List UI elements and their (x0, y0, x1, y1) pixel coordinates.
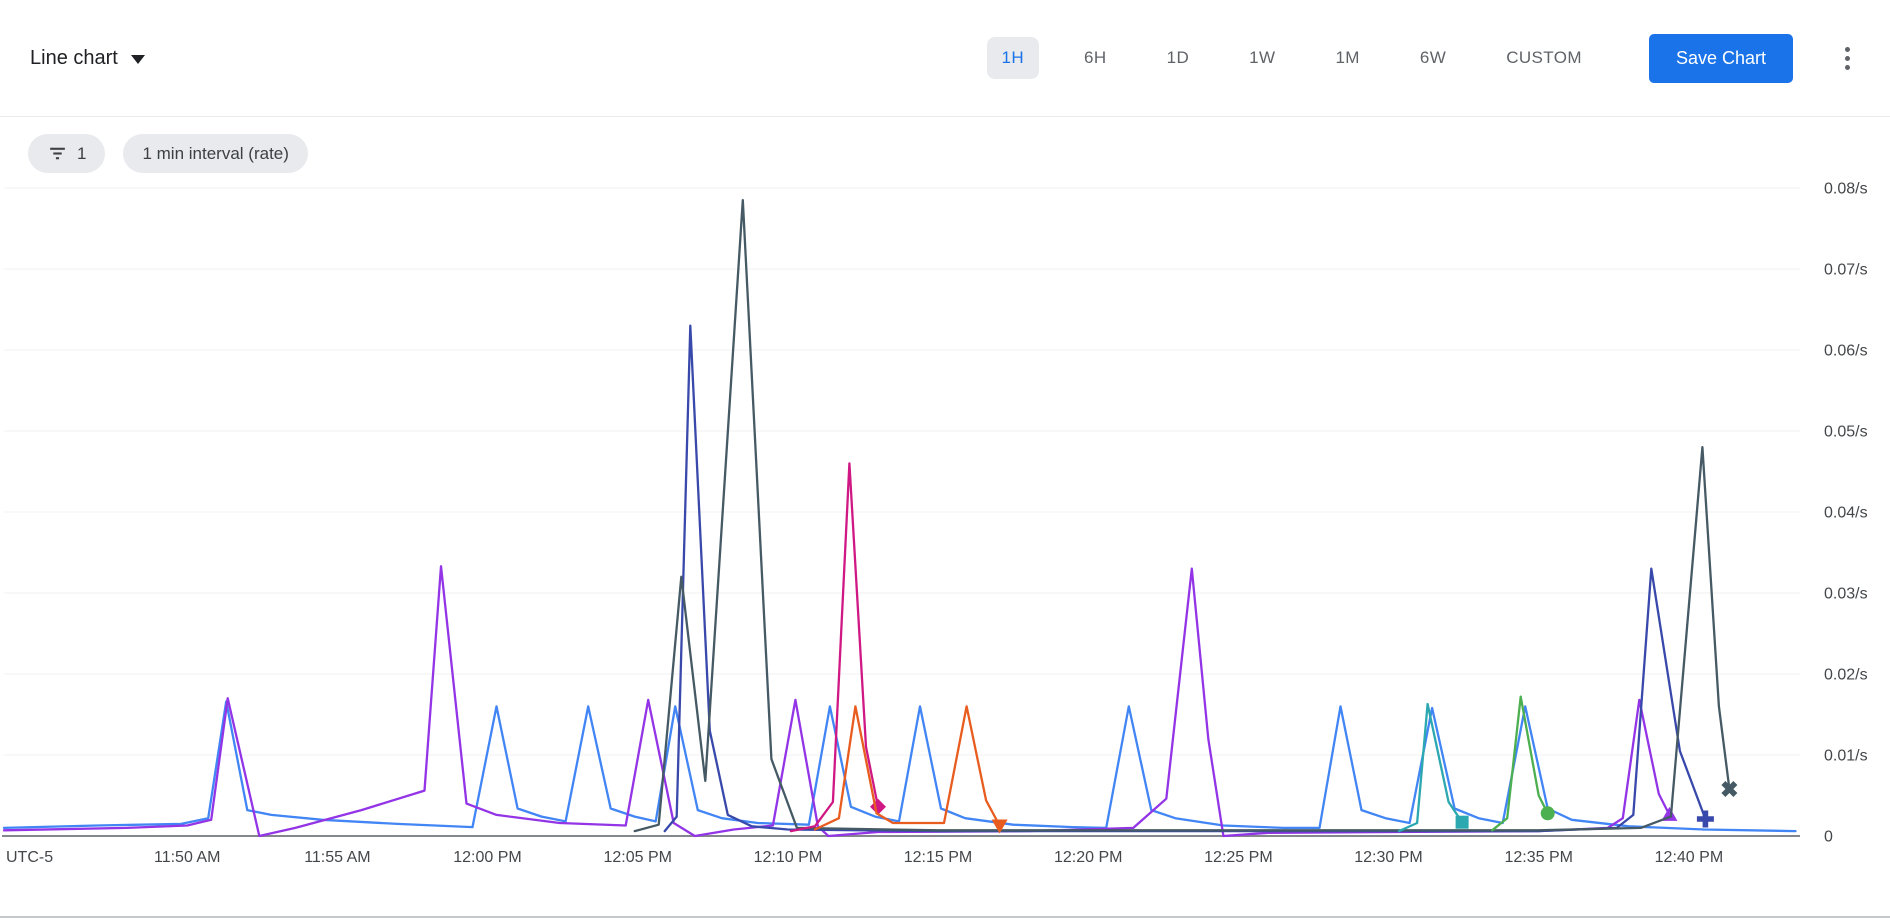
time-range-group: 1H 6H 1D 1W 1M 6W CUSTOM (986, 37, 1597, 79)
x-axis-label: 12:25 PM (1204, 849, 1272, 866)
filter-chips-row: 1 1 min interval (rate) (0, 117, 1890, 173)
y-axis-label: 0.01/s (1824, 748, 1868, 765)
filter-icon (50, 147, 65, 160)
series-indigo-line[interactable] (663, 324, 1707, 833)
save-chart-button[interactable]: Save Chart (1648, 33, 1793, 83)
time-range-6w[interactable]: 6W (1405, 37, 1461, 79)
x-axis-label: 12:40 PM (1655, 849, 1723, 866)
chart-canvas[interactable]: 0 0.01/s 0.02/s 0.03/s 0.04/s 0.05/s 0.06/s 0.0… (0, 173, 1890, 916)
time-range-6h[interactable]: 6H (1069, 37, 1122, 79)
more-options-icon[interactable] (1839, 39, 1856, 78)
series-teal-line[interactable] (1397, 702, 1464, 833)
filter-count: 1 (77, 143, 87, 163)
y-axis-label: 0.05/s (1824, 424, 1868, 441)
time-range-custom[interactable]: CUSTOM (1491, 37, 1597, 79)
series-green-end-marker[interactable] (1540, 806, 1555, 821)
interval-chip[interactable]: 1 min interval (rate) (123, 134, 308, 173)
y-axis-label: 0.04/s (1824, 505, 1868, 522)
series-slate-end-marker[interactable] (1717, 777, 1741, 801)
x-axis-label: 12:15 PM (904, 849, 972, 866)
x-axis-label: 12:00 PM (453, 849, 521, 866)
series-purple-end-marker[interactable] (1661, 806, 1678, 821)
toolbar-actions: 1H 6H 1D 1W 1M 6W CUSTOM Save Chart (986, 33, 1857, 83)
time-range-1m[interactable]: 1M (1320, 37, 1374, 79)
series-blue-line[interactable] (2, 700, 1797, 833)
y-axis-label: 0.03/s (1824, 586, 1868, 603)
x-axis-timezone-label: UTC-5 (6, 849, 53, 866)
y-axis-label: 0.07/s (1824, 262, 1868, 279)
series-orange-line[interactable] (813, 705, 1001, 831)
x-axis-label: 12:35 PM (1504, 849, 1572, 866)
filter-chip[interactable]: 1 (28, 134, 106, 173)
chart-type-label: Line chart (30, 46, 118, 69)
time-range-1d[interactable]: 1D (1152, 37, 1205, 79)
series-orange-end-marker[interactable] (991, 819, 1008, 834)
x-axis-label: 12:05 PM (603, 849, 671, 866)
x-axis-label: 12:20 PM (1054, 849, 1122, 866)
x-axis-label: 12:30 PM (1354, 849, 1422, 866)
series-magenta-end-marker[interactable] (870, 798, 886, 815)
y-axis-label: 0.06/s (1824, 343, 1868, 360)
chart-type-dropdown[interactable]: Line chart (30, 47, 145, 70)
series-indigo-end-marker[interactable] (1696, 810, 1714, 828)
y-axis-label: 0.02/s (1824, 667, 1868, 684)
series-slate-line[interactable] (633, 198, 1731, 833)
chart-area: 0 0.01/s 0.02/s 0.03/s 0.04/s 0.05/s 0.06/s 0.0… (0, 173, 1890, 916)
y-axis-label: 0 (1824, 829, 1833, 846)
interval-chip-label: 1 min interval (rate) (142, 143, 289, 163)
chart-toolbar: Line chart 1H 6H 1D 1W 1M 6W CUSTOM Save Chart (0, 0, 1890, 117)
time-range-1h[interactable]: 1H (986, 37, 1040, 79)
chevron-down-icon (130, 55, 145, 64)
series-teal-end-marker[interactable] (1455, 815, 1469, 829)
y-axis-label: 0.08/s (1824, 181, 1868, 198)
x-axis-label: 11:50 AM (154, 849, 220, 866)
series-magenta-line[interactable] (789, 462, 880, 833)
series-green-line[interactable] (1491, 695, 1549, 832)
time-range-1w[interactable]: 1W (1234, 37, 1290, 79)
x-axis-label: 11:55 AM (304, 849, 370, 866)
x-axis-label: 12:10 PM (754, 849, 822, 866)
